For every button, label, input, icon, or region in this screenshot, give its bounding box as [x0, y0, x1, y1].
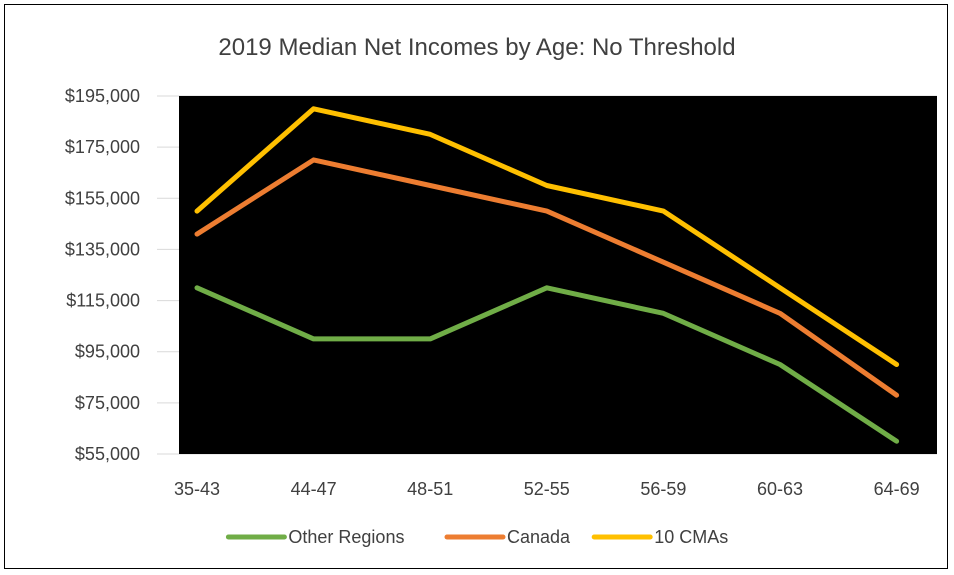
legend-label: Canada: [507, 527, 571, 547]
y-axis-ticks: $55,000 $75,000 $95,000 $115,000 $135,000 $15…: [65, 86, 140, 464]
x-tick-label: 60-63: [757, 479, 803, 499]
series-lines: [194, 106, 900, 444]
series-line-10-cmas: [194, 106, 900, 367]
series-line-other-regions: [194, 285, 900, 444]
legend-label: Other Regions: [288, 527, 404, 547]
x-tick-label: 64-69: [874, 479, 920, 499]
plot-area-background: [179, 96, 937, 454]
chart-title: 2019 Median Net Incomes by Age: No Thres…: [218, 34, 735, 61]
y-tick-label: $55,000: [75, 444, 140, 464]
x-axis-ticks: 35-43 44-47 48-51 52-55 56-59 60-63 64-69: [174, 479, 920, 499]
legend: Other Regions Canada 10 CMAs: [225, 527, 728, 547]
y-tick-label: $95,000: [75, 342, 140, 362]
y-tick-label: $75,000: [75, 393, 140, 413]
x-tick-label: 48-51: [407, 479, 453, 499]
x-tick-label: 56-59: [640, 479, 686, 499]
y-tick-label: $115,000: [66, 291, 140, 311]
line-chart: 2019 Median Net Incomes by Age: No Thres…: [65, 34, 937, 547]
legend-label: 10 CMAs: [654, 527, 728, 547]
y-tick-label: $195,000: [65, 86, 140, 106]
y-tick-label: $135,000: [65, 239, 140, 259]
y-tick-label: $175,000: [65, 137, 140, 157]
x-tick-label: 35-43: [174, 479, 220, 499]
series-line-canada: [194, 157, 900, 398]
x-tick-label: 44-47: [291, 479, 337, 499]
x-tick-label: 52-55: [524, 479, 570, 499]
y-tick-label: $155,000: [65, 188, 140, 208]
chart-frame: 2019 Median Net Incomes by Age: No Thres…: [4, 4, 948, 569]
